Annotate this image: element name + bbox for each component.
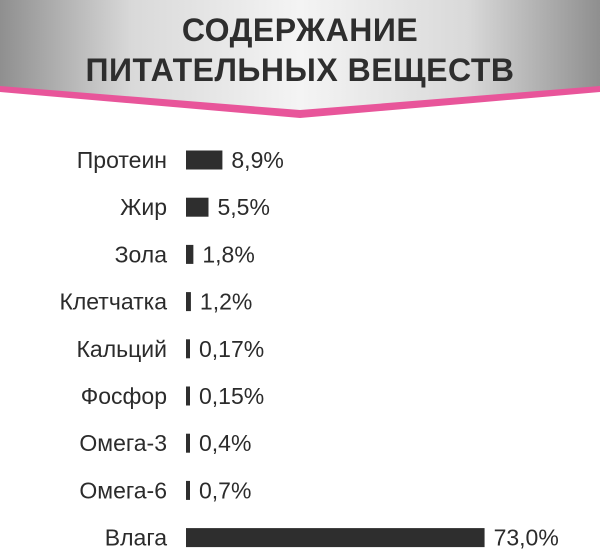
value-label: 5,5% <box>217 194 269 220</box>
bar <box>186 528 485 548</box>
value-label: 0,4% <box>199 430 251 456</box>
category-label: Фосфор <box>81 383 167 409</box>
category-label: Зола <box>115 241 168 267</box>
bar <box>186 197 209 217</box>
bar <box>186 386 190 406</box>
value-label: 1,2% <box>200 289 252 315</box>
bar <box>186 150 223 170</box>
category-label: Омега-3 <box>79 430 167 456</box>
banner-silver-background <box>0 0 600 110</box>
category-label: Протеин <box>77 147 167 173</box>
category-label: Жир <box>120 194 167 220</box>
title-line-1: СОДЕРЖАНИЕ <box>181 12 419 48</box>
value-label: 73,0% <box>494 525 559 551</box>
page-title: СОДЕРЖАНИЕ ПИТАТЕЛЬНЫХ ВЕЩЕСТВ <box>0 10 600 90</box>
title-line-2: ПИТАТЕЛЬНЫХ ВЕЩЕСТВ <box>85 52 515 88</box>
value-label: 0,17% <box>199 336 264 362</box>
category-label: Омега-6 <box>79 477 167 503</box>
bar <box>186 339 190 359</box>
category-label: Кальций <box>77 336 167 362</box>
bar <box>186 292 191 312</box>
value-label: 8,9% <box>231 147 283 173</box>
header-banner <box>0 0 600 118</box>
value-label: 0,15% <box>199 383 264 409</box>
category-label: Клетчатка <box>59 289 167 315</box>
bar <box>186 244 194 264</box>
bar <box>186 433 190 453</box>
bar <box>186 480 190 500</box>
value-label: 1,8% <box>202 241 254 267</box>
category-label: Влага <box>105 525 167 551</box>
value-label: 0,7% <box>199 477 251 503</box>
